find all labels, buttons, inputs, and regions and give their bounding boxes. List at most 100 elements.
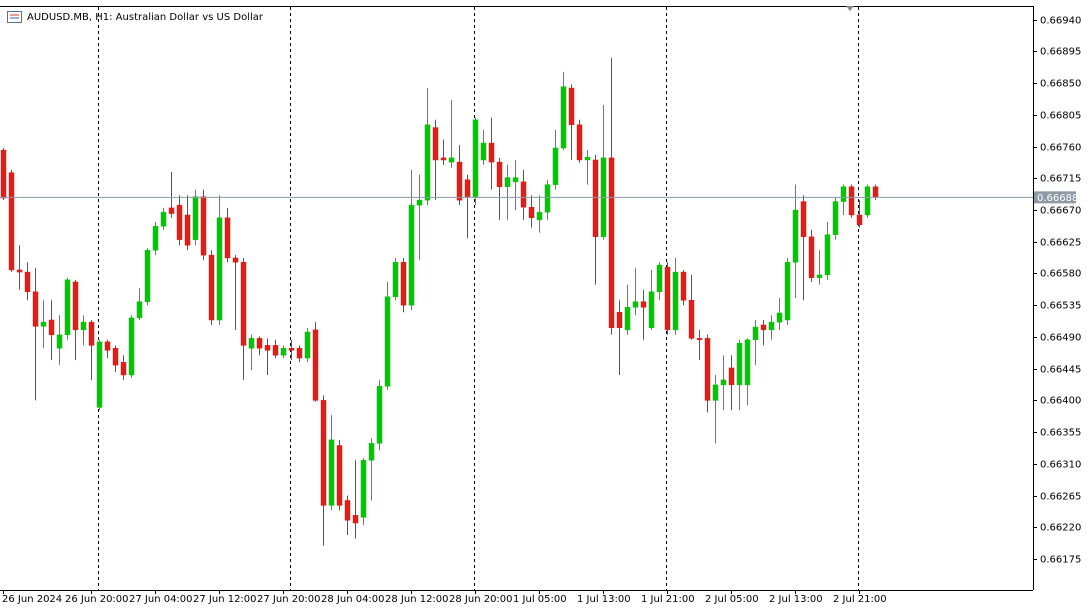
y-tick-label: 0.66175 bbox=[1040, 555, 1081, 566]
y-tick-label: 0.66850 bbox=[1040, 79, 1081, 90]
chart-title: AUDUSD.MB, H1: Australian Dollar vs US D… bbox=[27, 12, 264, 23]
candle-body bbox=[416, 199, 423, 206]
candle-body bbox=[768, 321, 775, 331]
shift-marker bbox=[846, 6, 854, 11]
candle-body bbox=[408, 204, 415, 306]
candle-body bbox=[488, 142, 495, 163]
candle-body bbox=[696, 338, 703, 340]
symbol-icon bbox=[7, 11, 22, 23]
candle-body bbox=[688, 300, 695, 339]
candle-body bbox=[232, 257, 239, 263]
y-tick-label: 0.66445 bbox=[1040, 365, 1081, 376]
candle-body bbox=[472, 119, 479, 197]
candle-body bbox=[344, 500, 351, 521]
candle-body bbox=[40, 321, 47, 327]
candle-body bbox=[480, 142, 487, 161]
x-tick-label: 1 Jul 05:00 bbox=[513, 594, 567, 605]
y-tick-label: 0.66355 bbox=[1040, 428, 1081, 439]
last-price-label: 0.66688 bbox=[1037, 193, 1078, 204]
candle-body bbox=[624, 307, 631, 331]
candle-body bbox=[504, 177, 511, 188]
candle-body bbox=[200, 196, 207, 256]
candle-body bbox=[616, 311, 623, 329]
candle-body bbox=[552, 147, 559, 185]
candle-body bbox=[848, 186, 855, 216]
candle-body bbox=[664, 266, 671, 331]
candle-body bbox=[176, 204, 183, 240]
candle-body bbox=[464, 179, 471, 197]
candle-body bbox=[88, 321, 95, 346]
y-tick-label: 0.66310 bbox=[1040, 460, 1081, 471]
y-tick-label: 0.66535 bbox=[1040, 301, 1081, 312]
candle-body bbox=[456, 161, 463, 201]
candle-body bbox=[8, 172, 15, 271]
y-tick-label: 0.66265 bbox=[1040, 492, 1081, 503]
candle-body bbox=[368, 443, 375, 461]
x-tick-label: 2 Jul 05:00 bbox=[705, 594, 759, 605]
candle-body bbox=[432, 127, 439, 161]
x-tick-label: 1 Jul 13:00 bbox=[577, 594, 631, 605]
candle-body bbox=[72, 281, 79, 331]
candle-body bbox=[160, 211, 167, 227]
candle-body bbox=[632, 301, 639, 308]
candle-body bbox=[80, 321, 87, 331]
candle-body bbox=[304, 331, 311, 359]
candle-body bbox=[728, 367, 735, 386]
y-tick-label: 0.66490 bbox=[1040, 333, 1081, 344]
y-tick-label: 0.66670 bbox=[1040, 206, 1081, 217]
candle-body bbox=[48, 319, 55, 336]
candle-body bbox=[144, 249, 151, 302]
candle-body bbox=[264, 345, 271, 351]
candle-body bbox=[280, 347, 287, 356]
x-tick-label: 2 Jul 13:00 bbox=[769, 594, 823, 605]
candle-body bbox=[104, 341, 111, 351]
icon-frame bbox=[7, 11, 22, 23]
candle-body bbox=[816, 274, 823, 278]
candle-body bbox=[760, 324, 767, 331]
candle-body bbox=[16, 269, 23, 273]
x-tick-label: 27 Jun 12:00 bbox=[193, 594, 257, 605]
candle-body bbox=[496, 161, 503, 188]
y-tick-label: 0.66400 bbox=[1040, 396, 1081, 407]
x-tick-label: 26 Jun 20:00 bbox=[65, 594, 129, 605]
candle-body bbox=[656, 264, 663, 293]
candle-body bbox=[608, 157, 615, 329]
y-tick-label: 0.66805 bbox=[1040, 111, 1081, 122]
candle-body bbox=[712, 384, 719, 401]
candle-body bbox=[536, 211, 543, 221]
x-tick-label: 27 Jun 04:00 bbox=[129, 594, 193, 605]
candle-body bbox=[400, 261, 407, 306]
candle-body bbox=[576, 124, 583, 161]
candle-body bbox=[376, 386, 383, 444]
y-tick-label: 0.66715 bbox=[1040, 174, 1081, 185]
candle-body bbox=[128, 317, 135, 376]
candle-body bbox=[256, 338, 263, 349]
candle-body bbox=[136, 301, 143, 319]
candle-body bbox=[424, 124, 431, 201]
candle-body bbox=[704, 338, 711, 401]
candle-body bbox=[96, 341, 103, 408]
candle-body bbox=[672, 271, 679, 331]
x-tick-label: 26 Jun 2024 bbox=[2, 594, 62, 605]
candle-body bbox=[272, 345, 279, 356]
candle-body bbox=[0, 149, 7, 199]
x-tick-label: 1 Jul 21:00 bbox=[641, 594, 695, 605]
candle-body bbox=[216, 217, 223, 321]
candle-body bbox=[560, 86, 567, 149]
y-tick-label: 0.66760 bbox=[1040, 143, 1081, 154]
candle-body bbox=[448, 157, 455, 163]
candle-body bbox=[240, 261, 247, 346]
y-tick-label: 0.66895 bbox=[1040, 47, 1081, 58]
candle-body bbox=[328, 439, 335, 506]
y-tick-label: 0.66940 bbox=[1040, 16, 1081, 27]
y-tick-label: 0.66580 bbox=[1040, 269, 1081, 280]
candle-body bbox=[440, 157, 447, 161]
candle-body bbox=[808, 236, 815, 278]
candle-body bbox=[800, 201, 807, 238]
candle-body bbox=[872, 186, 879, 198]
x-tick-label: 28 Jun 12:00 bbox=[385, 594, 449, 605]
candle-body bbox=[120, 362, 127, 376]
candle-body bbox=[152, 225, 159, 251]
candle-body bbox=[184, 214, 191, 246]
